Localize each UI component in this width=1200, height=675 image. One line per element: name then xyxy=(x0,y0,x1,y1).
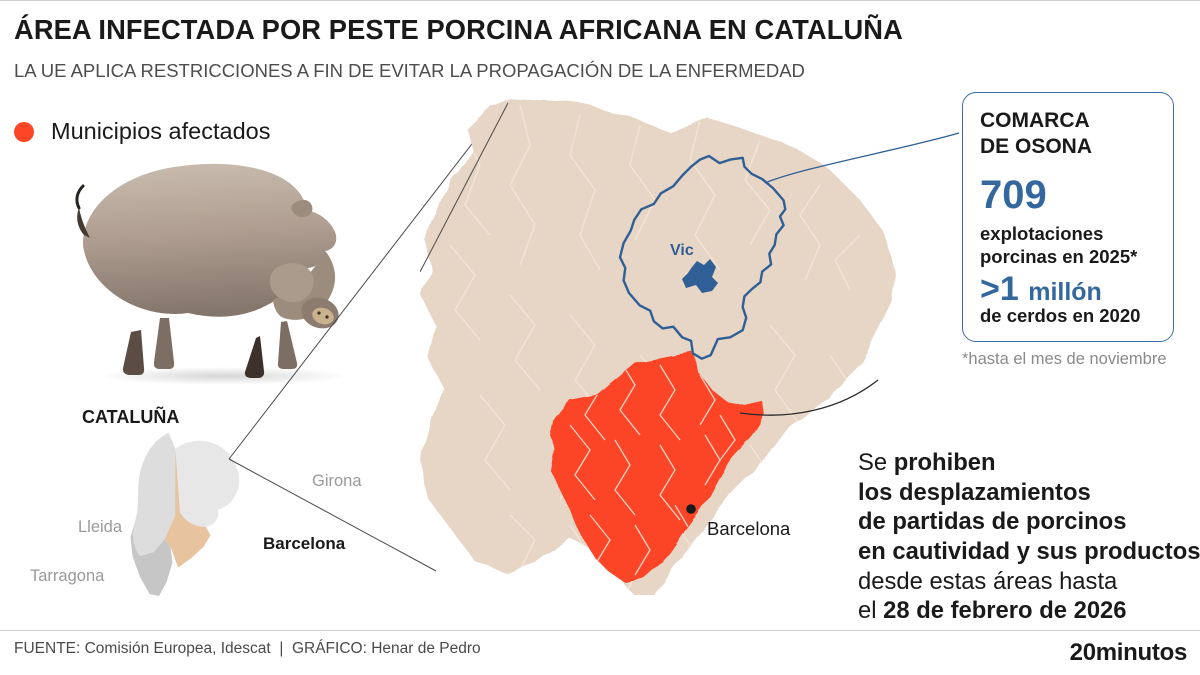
svg-text:Vic: Vic xyxy=(670,242,694,259)
svg-text:Barcelona: Barcelona xyxy=(707,518,791,539)
